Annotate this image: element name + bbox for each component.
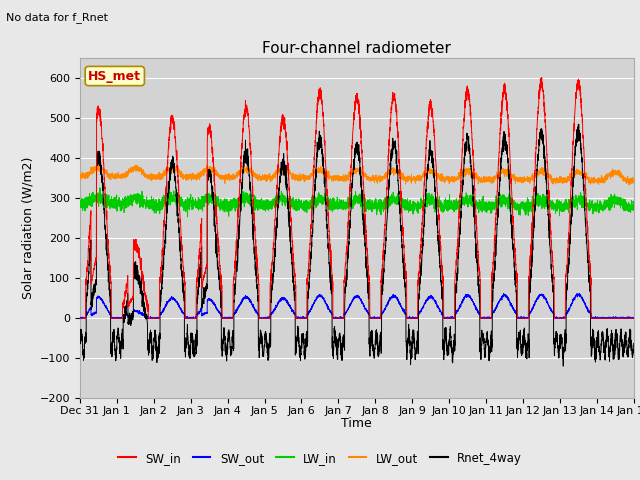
Legend: SW_in, SW_out, LW_in, LW_out, Rnet_4way: SW_in, SW_out, LW_in, LW_out, Rnet_4way: [113, 447, 527, 469]
Title: Four-channel radiometer: Four-channel radiometer: [262, 41, 451, 57]
X-axis label: Time: Time: [341, 418, 372, 431]
Text: HS_met: HS_met: [88, 70, 141, 83]
Text: No data for f_Rnet: No data for f_Rnet: [6, 12, 108, 23]
Y-axis label: Solar radiation (W/m2): Solar radiation (W/m2): [21, 157, 34, 299]
